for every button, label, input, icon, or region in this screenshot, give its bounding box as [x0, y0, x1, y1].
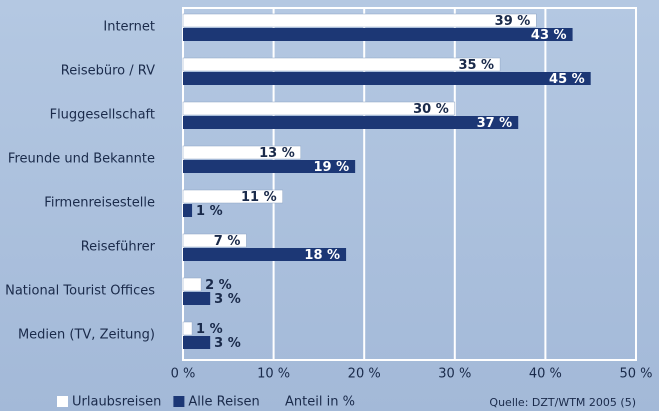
x-tick-label: 50 %: [619, 367, 652, 382]
value-label: 3 %: [214, 292, 241, 307]
x-tick-label: 10 %: [257, 367, 290, 382]
bar: [182, 189, 283, 204]
bar: [182, 277, 202, 292]
source: Quelle: DZT/WTM 2005 (5): [489, 396, 636, 409]
value-label: 19 %: [313, 160, 349, 175]
y-tick-label: Freunde und Bekannte: [8, 152, 155, 167]
y-tick-label: Reisebüro / RV: [61, 64, 155, 79]
value-label: 18 %: [304, 248, 340, 263]
y-tick-label: Fluggesellschaft: [50, 108, 155, 123]
y-tick-label: Internet: [103, 20, 155, 35]
value-label: 7 %: [214, 234, 241, 249]
bar: [182, 101, 456, 116]
value-label: 45 %: [549, 72, 585, 87]
legend-swatch: [173, 396, 185, 407]
x-tick-label: 40 %: [529, 367, 562, 382]
bar: [183, 204, 193, 217]
x-tick-label: 30 %: [438, 367, 471, 382]
bar: [182, 57, 501, 72]
value-label: 1 %: [196, 204, 223, 219]
bar: [183, 160, 356, 173]
value-label: 43 %: [531, 28, 567, 43]
value-label: 3 %: [214, 336, 241, 351]
bar: [183, 292, 211, 305]
value-label: 39 %: [495, 14, 531, 29]
legend-label: Urlaubsreisen: [72, 395, 161, 410]
y-tick-label: Medien (TV, Zeitung): [18, 328, 155, 343]
y-tick-label: Reiseführer: [81, 240, 156, 255]
value-label: 35 %: [458, 58, 494, 73]
bar: [183, 116, 519, 129]
x-tick-label: 20 %: [348, 367, 381, 382]
value-label: 37 %: [477, 116, 513, 131]
value-label: 13 %: [259, 146, 295, 161]
value-label: 30 %: [413, 102, 449, 117]
value-label: 11 %: [241, 190, 277, 205]
bar: [182, 233, 247, 248]
bar: [183, 248, 347, 261]
legend-swatch: [57, 396, 68, 407]
bar: [182, 13, 537, 28]
legend-label: Alle Reisen: [188, 395, 259, 410]
bar: [182, 145, 302, 160]
bar: [182, 321, 193, 336]
bar: [183, 28, 573, 41]
bar: [183, 336, 211, 349]
y-tick-label: Firmenreisestelle: [44, 196, 155, 211]
x-axis-label: Anteil in %: [285, 395, 355, 410]
value-label: 2 %: [205, 278, 232, 293]
x-tick-label: 0 %: [171, 367, 196, 382]
bar: [183, 72, 591, 85]
y-tick-label: National Tourist Offices: [5, 284, 155, 299]
value-label: 1 %: [196, 322, 223, 337]
